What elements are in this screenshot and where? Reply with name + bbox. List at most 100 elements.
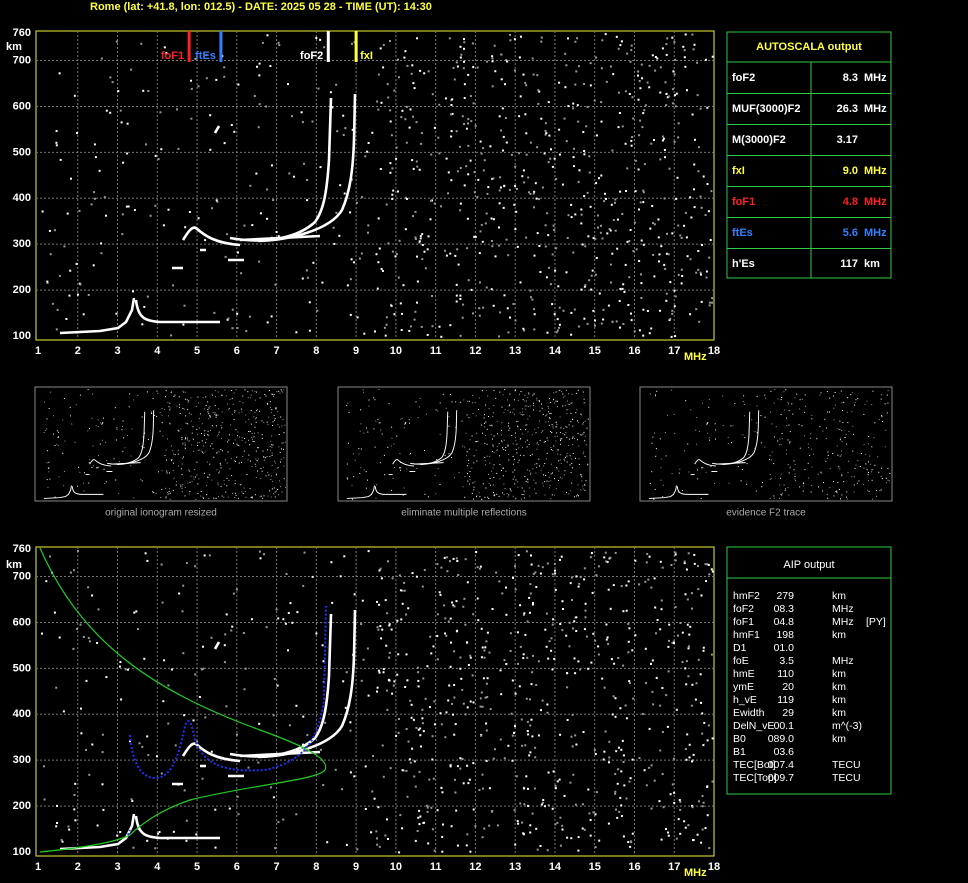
noise-dot	[431, 758, 434, 761]
noise-dot	[445, 254, 448, 257]
noise-dot	[395, 734, 398, 737]
noise-dot	[543, 474, 544, 476]
noise-dot	[242, 395, 244, 397]
noise-dot	[103, 196, 106, 199]
noise-dot	[230, 458, 232, 460]
noise-dot	[374, 330, 376, 333]
noise-dot	[674, 432, 676, 434]
noise-dot	[462, 303, 465, 306]
noise-dot	[116, 429, 118, 430]
noise-dot	[660, 479, 662, 481]
noise-dot	[505, 59, 508, 62]
noise-dot	[536, 232, 539, 235]
noise-dot	[617, 657, 620, 659]
noise-dot	[535, 586, 538, 588]
noise-dot	[209, 445, 211, 447]
noise-dot	[258, 260, 261, 263]
aip-name: B1	[733, 746, 746, 758]
noise-dot	[46, 479, 48, 481]
noise-dot	[185, 437, 186, 439]
noise-dot	[574, 213, 577, 216]
noise-dot	[722, 424, 724, 426]
noise-dot	[570, 402, 572, 404]
noise-dot	[549, 418, 551, 420]
noise-dot	[272, 425, 273, 426]
noise-dot	[584, 284, 587, 287]
noise-dot	[187, 423, 189, 425]
noise-dot	[671, 309, 674, 312]
noise-dot	[529, 470, 531, 472]
noise-dot	[412, 115, 414, 118]
noise-dot	[554, 823, 557, 826]
noise-dot	[167, 208, 170, 211]
noise-dot	[640, 63, 643, 66]
noise-dot	[679, 468, 681, 470]
noise-dot	[561, 824, 564, 827]
noise-dot	[727, 443, 729, 444]
noise-dot	[223, 483, 225, 485]
noise-dot	[665, 828, 667, 830]
noise-dot	[506, 493, 508, 495]
noise-dot	[46, 428, 48, 430]
noise-dot	[227, 496, 229, 498]
noise-dot	[407, 740, 410, 743]
noise-dot	[451, 401, 453, 403]
noise-dot	[527, 397, 529, 399]
traces	[58, 92, 357, 335]
noise-dot	[697, 469, 698, 471]
noise-dot	[371, 790, 374, 793]
noise-dot	[54, 445, 56, 446]
noise-dot	[696, 417, 698, 418]
noise-dot	[624, 90, 627, 93]
noise-dot	[634, 159, 637, 162]
noise-dot	[103, 468, 105, 470]
noise-dot	[642, 243, 645, 246]
noise-dot	[533, 409, 534, 411]
noise-dot	[322, 660, 325, 663]
noise-dot	[468, 462, 470, 464]
noise-dot	[628, 276, 631, 279]
noise-dot	[171, 459, 172, 461]
noise-dot	[605, 80, 608, 83]
noise-dot	[548, 424, 550, 426]
noise-dot	[356, 848, 359, 851]
noise-dot	[243, 224, 246, 227]
noise-dot	[62, 710, 65, 713]
noise-dot	[333, 242, 336, 245]
noise-dot	[473, 171, 476, 174]
noise-dot	[648, 332, 651, 335]
noise-dot	[606, 561, 609, 563]
noise-dot	[221, 427, 223, 429]
noise-dot	[513, 809, 516, 812]
noise-dot	[467, 279, 470, 282]
noise-dot	[248, 315, 251, 318]
noise-dot	[520, 498, 522, 500]
noise-dot	[403, 589, 406, 592]
noise-dot	[191, 432, 193, 434]
noise-dot	[232, 592, 235, 595]
noise-dot	[486, 428, 488, 430]
noise-dot	[705, 580, 707, 583]
noise-dot	[141, 416, 143, 418]
noise-dot	[498, 226, 500, 229]
noise-dot	[584, 420, 586, 422]
noise-dot	[382, 775, 385, 778]
noise-dot	[701, 828, 704, 831]
noise-dot	[789, 466, 791, 468]
noise-dot	[708, 406, 710, 408]
noise-dot	[559, 733, 562, 736]
noise-dot	[793, 469, 795, 471]
noise-dot	[198, 449, 200, 451]
noise-dot	[505, 447, 507, 448]
noise-dot	[467, 400, 469, 402]
noise-dot	[303, 551, 306, 554]
noise-dot	[300, 111, 303, 114]
noise-dot	[572, 419, 574, 420]
noise-dot	[431, 93, 434, 96]
noise-dot	[228, 408, 230, 409]
noise-dot	[574, 496, 575, 498]
x-tick-label: 4	[154, 861, 161, 873]
noise-dot	[566, 400, 568, 402]
noise-dot	[485, 729, 488, 732]
noise-dot	[577, 660, 580, 663]
